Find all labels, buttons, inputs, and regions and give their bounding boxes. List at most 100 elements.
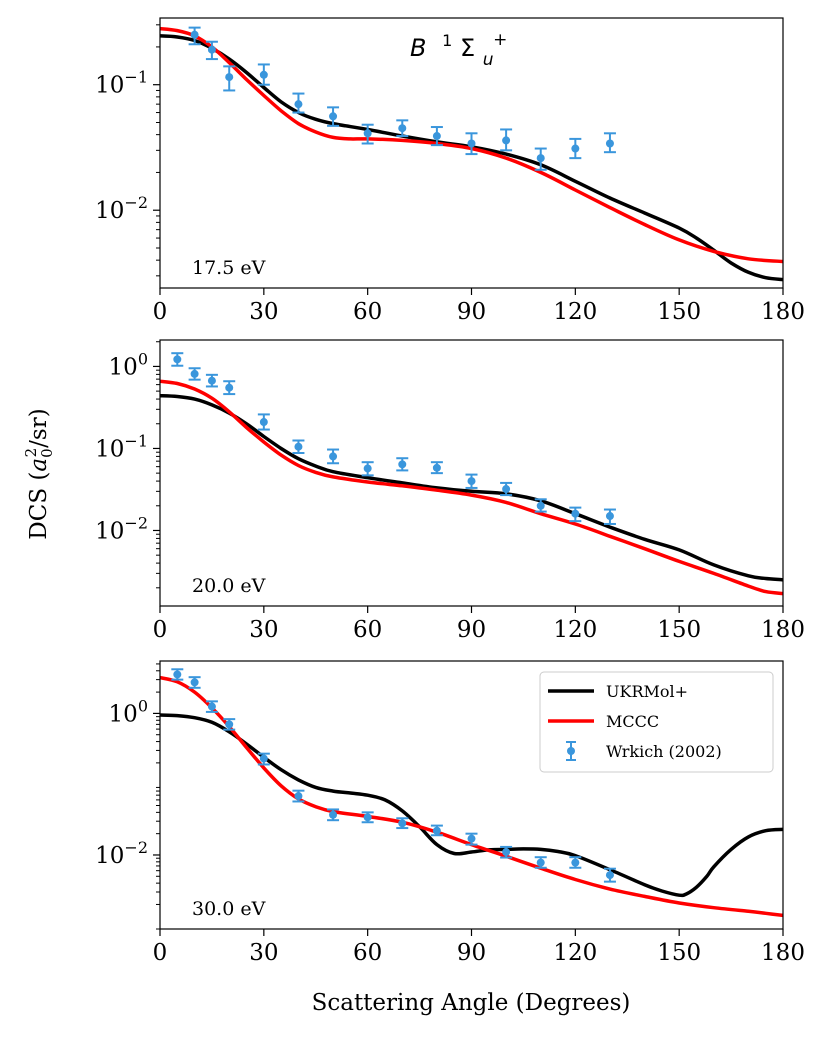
data-point	[207, 45, 216, 54]
x-tick-label: 30	[249, 299, 278, 325]
data-point	[502, 848, 511, 857]
data-point	[571, 509, 580, 518]
y-axis-title: DCS (a02/sr)	[22, 408, 56, 539]
data-point	[571, 144, 580, 153]
data-point	[190, 678, 199, 687]
panel-3: 10−2 100 0 30 60 90 120 150 180 30.0 eV	[95, 660, 805, 966]
y-axis-title-sub: 0	[38, 448, 56, 458]
legend-label-ukrmol: UKRMol+	[606, 682, 688, 701]
state-label: B 1 Σ u +	[410, 24, 507, 71]
y-axis-title-prefix: DCS (	[26, 472, 52, 540]
state-symmetry: Σ	[460, 34, 475, 62]
x-tick-label: 120	[553, 299, 597, 325]
data-point	[467, 139, 476, 148]
y-tick-label: 10−1	[95, 68, 148, 99]
data-point	[207, 702, 216, 711]
data-point	[536, 858, 545, 867]
panel-frame	[159, 17, 784, 289]
data-point	[190, 369, 199, 378]
legend-swatch-wrkich	[566, 741, 576, 761]
data-point	[432, 463, 441, 472]
panel-2: 10−2 10−1 100 0 30 60 90 120 150 180 20.0 eV	[95, 339, 805, 643]
legend: UKRMol+ MCCC Wrkich (2002)	[539, 671, 774, 773]
y-tick-label: 100	[109, 696, 148, 727]
data-point	[173, 355, 182, 364]
data-point	[173, 670, 182, 679]
x-tick-label: 150	[657, 299, 701, 325]
data-point	[329, 810, 338, 819]
state-plus: +	[493, 30, 507, 50]
y-axis-title-a: a	[26, 458, 52, 472]
data-point	[536, 501, 545, 510]
data-point	[225, 73, 234, 82]
x-tick-label: 90	[457, 299, 486, 325]
x-tick-label: 60	[353, 940, 382, 966]
series-wrkich-2002	[171, 352, 616, 525]
y-tick-label: 10−1	[95, 431, 148, 462]
x-tick-label: 180	[761, 617, 805, 643]
x-tick-label: 120	[553, 940, 597, 966]
energy-label: 20.0 eV	[192, 575, 266, 597]
data-point	[363, 813, 372, 822]
x-tick-label: 120	[553, 617, 597, 643]
series-wrkich-2002	[171, 668, 616, 883]
x-tick-label: 90	[457, 940, 486, 966]
data-point	[259, 754, 268, 763]
data-point	[363, 464, 372, 473]
y-axis-title-suffix: /sr)	[26, 408, 52, 448]
energy-label: 30.0 eV	[192, 898, 266, 920]
data-point	[207, 376, 216, 385]
data-point	[605, 139, 614, 148]
data-point	[329, 452, 338, 461]
panel-1: 10−2 10−1 0 30 60 90 120 150 180 17.5 eV	[95, 17, 805, 325]
series-wrkich-2002	[188, 26, 616, 171]
data-point	[502, 485, 511, 494]
legend-frame	[539, 671, 774, 773]
y-tick-label: 100	[109, 349, 148, 380]
data-point	[398, 124, 407, 133]
data-point	[571, 858, 580, 867]
panel-frame	[159, 339, 784, 607]
x-axis-title: Scattering Angle (Degrees)	[312, 990, 631, 1016]
legend-label-mccc: MCCC	[606, 712, 659, 731]
data-point	[294, 442, 303, 451]
data-point	[225, 383, 234, 392]
x-tick-label: 150	[657, 617, 701, 643]
x-tick-label: 0	[153, 299, 168, 325]
data-point	[432, 826, 441, 835]
data-point	[259, 70, 268, 79]
energy-label: 17.5 eV	[192, 257, 266, 279]
x-tick-label: 30	[249, 617, 278, 643]
data-point	[432, 132, 441, 141]
legend-label-wrkich: Wrkich (2002)	[606, 742, 722, 761]
data-point	[398, 819, 407, 828]
x-tick-label: 180	[761, 940, 805, 966]
state-multiplicity: 1	[442, 31, 452, 50]
data-point	[536, 154, 545, 163]
data-point	[467, 477, 476, 486]
data-point	[294, 792, 303, 801]
data-point	[502, 136, 511, 145]
data-point	[190, 30, 199, 39]
data-point	[363, 129, 372, 138]
x-tick-label: 30	[249, 940, 278, 966]
data-point	[329, 112, 338, 121]
y-tick-label: 10−2	[95, 193, 148, 224]
x-tick-label: 0	[153, 940, 168, 966]
data-point	[259, 418, 268, 427]
x-tick-label: 60	[353, 299, 382, 325]
panel-frame	[159, 660, 784, 930]
x-tick-label: 0	[153, 617, 168, 643]
x-tick-label: 180	[761, 299, 805, 325]
data-point	[605, 871, 614, 880]
x-tick-label: 60	[353, 617, 382, 643]
x-tick-label: 90	[457, 617, 486, 643]
y-axis-title-sup: 2	[22, 448, 40, 458]
data-point	[398, 460, 407, 469]
series-mccc-line	[160, 379, 783, 596]
data-point	[467, 834, 476, 843]
state-letter: B	[410, 34, 426, 62]
y-tick-label: 10−2	[95, 513, 148, 544]
